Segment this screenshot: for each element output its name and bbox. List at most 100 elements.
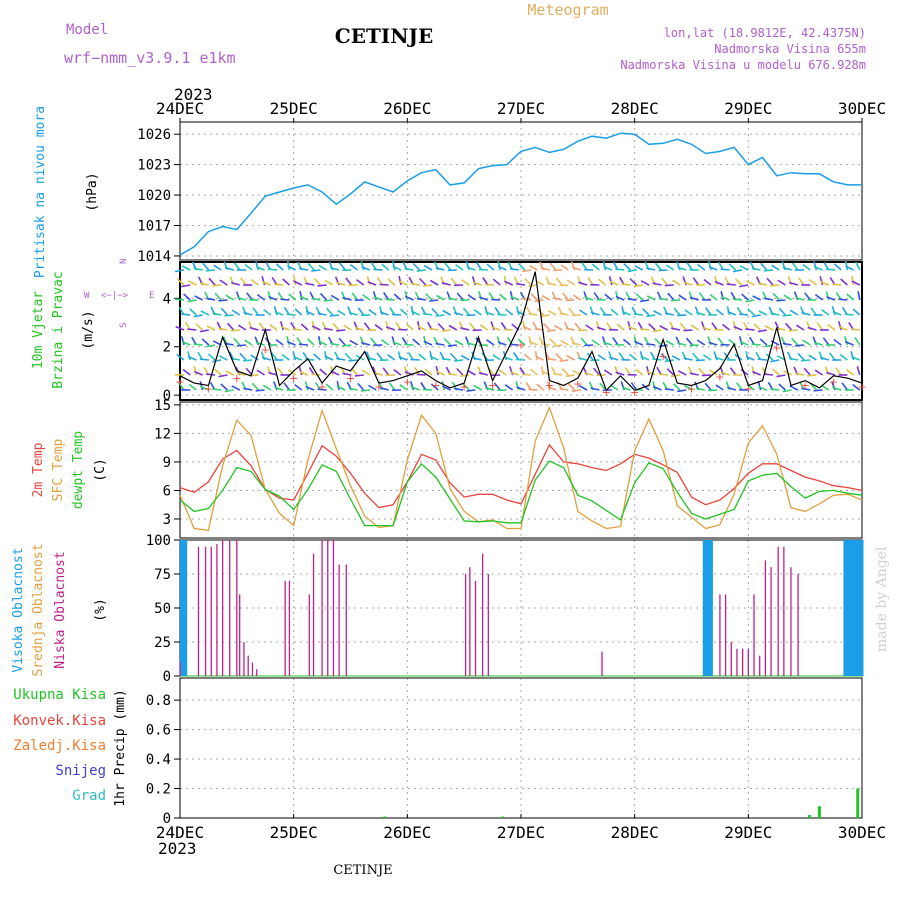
wind-arrow-mark — [739, 340, 749, 346]
wind-arrow-mark — [305, 386, 315, 391]
wind-gust-marker: + — [460, 381, 469, 394]
wind-arrow-mark — [311, 297, 321, 301]
wind-arrow-mark — [584, 372, 594, 376]
wind-arrow-mark — [496, 336, 501, 346]
wind-arrow-mark — [183, 293, 191, 301]
wind-arrow-mark — [813, 266, 823, 271]
wind-arrow-mark — [385, 321, 390, 331]
wind-arrow-mark — [621, 306, 625, 316]
wind-arrow-mark — [392, 261, 396, 271]
wind-arrow-mark — [505, 308, 514, 316]
wind-arrow-mark — [275, 263, 284, 271]
wind-arrow-mark — [336, 329, 346, 332]
wind-arrow-mark — [553, 372, 563, 376]
wind-arrow-mark — [528, 284, 538, 288]
wind-arrow-mark — [833, 263, 842, 271]
wind-arrow-mark — [475, 262, 483, 271]
wind-arrow-mark — [188, 383, 197, 391]
wind-arrow-mark — [218, 374, 228, 378]
wind-arrow-mark — [397, 351, 402, 361]
wind-arrow-mark — [671, 327, 681, 331]
wind-gust-marker: + — [772, 342, 781, 355]
wind-arrow-mark — [429, 299, 439, 302]
wind-arrow-mark — [233, 337, 241, 346]
wind-arrow-mark — [250, 278, 259, 286]
wind-arrow-mark — [416, 297, 426, 301]
wind-arrow-mark — [751, 366, 756, 376]
wind-arrow-mark — [466, 389, 476, 392]
wind-arrow-mark — [460, 327, 470, 331]
wind-arrow-mark — [199, 329, 209, 333]
wind-arrow-mark — [753, 323, 762, 331]
wind-arrow-mark — [246, 292, 253, 301]
wind-arrow-mark — [728, 338, 737, 346]
wind-arrow-mark — [623, 263, 631, 271]
wind-arrow-mark — [187, 299, 197, 303]
wind-arrow-mark — [745, 299, 755, 303]
wind-arrow-mark — [230, 357, 240, 361]
wind-arrow-mark — [689, 372, 699, 376]
wind-arrow-mark — [256, 293, 266, 301]
wind-arrow-mark — [840, 278, 848, 286]
wind-arrow-mark — [559, 387, 569, 391]
wind-arrow-mark — [305, 282, 315, 286]
wind-arrow-mark — [387, 278, 396, 286]
wind-arrow-mark — [591, 339, 600, 346]
wind-arrow-mark — [360, 261, 365, 271]
wind-arrow-mark — [546, 329, 557, 333]
y-tick-label: 0.4 — [146, 752, 171, 768]
wind-arrow-mark — [509, 267, 519, 271]
wind-arrow-mark — [648, 323, 656, 331]
wind-arrow-mark — [689, 296, 699, 301]
wind-arrow-mark — [212, 388, 222, 391]
wind-arrow-mark — [393, 293, 402, 301]
wind-arrow-mark — [349, 339, 359, 346]
wind-arrow-mark — [484, 306, 489, 316]
wind-arrow-mark — [329, 314, 340, 317]
wind-arrow-mark — [330, 266, 340, 271]
wind-arrow-mark — [832, 283, 842, 286]
wind-arrow-mark — [342, 296, 352, 301]
wind-arrow-mark — [838, 326, 848, 331]
wind-arrow-mark — [298, 267, 309, 271]
wind-arrow-mark — [498, 293, 507, 301]
wind-arrow-mark — [368, 309, 377, 316]
wind-arrow-mark — [176, 278, 185, 286]
wind-arrow-mark — [684, 385, 693, 391]
wind-arrow-mark — [634, 265, 644, 271]
wind-arrow-mark — [370, 337, 377, 346]
wind-arrow-mark — [178, 382, 185, 391]
wind-arrow-mark — [220, 307, 228, 316]
wind-arrow-mark — [683, 357, 693, 361]
wind-arrow-mark — [279, 321, 284, 331]
wind-arrow-mark — [212, 284, 222, 287]
wind-arrow-mark — [268, 371, 278, 376]
wind-arrow-mark — [672, 279, 681, 286]
x-tick-label: 26DEC — [383, 823, 431, 842]
wind-arrow-mark — [672, 383, 681, 391]
wind-gust-marker: + — [829, 376, 838, 389]
wind-arrow-mark — [559, 284, 569, 287]
legend-hail: Grad — [72, 788, 106, 804]
y-tick-label: 0.8 — [146, 693, 171, 709]
wind-arrow-mark — [503, 328, 513, 331]
wind-gust-marker: + — [545, 379, 554, 392]
wind-arrow-mark — [580, 337, 588, 346]
wind-arrow-mark — [854, 261, 861, 271]
wind-arrow-mark — [205, 344, 216, 348]
wind-arrow-mark — [293, 276, 297, 286]
wind-arrow-mark — [549, 338, 557, 346]
wind-gust-marker: + — [261, 343, 270, 356]
wind-arrow-mark — [472, 357, 482, 361]
wind-arrow-mark — [602, 341, 613, 346]
wind-arrow-mark — [510, 295, 520, 301]
wind-arrow-mark — [319, 292, 328, 301]
y-tick-label: 0.2 — [146, 782, 171, 798]
wind-arrow-mark — [715, 308, 724, 316]
wind-arrow-mark — [627, 298, 637, 301]
wind-arrow-mark — [629, 353, 638, 361]
wind-arrow-mark — [509, 366, 514, 376]
wind-arrow-mark — [429, 355, 439, 361]
wind-arrow-mark — [677, 389, 687, 393]
wind-arrow-mark — [528, 312, 538, 316]
